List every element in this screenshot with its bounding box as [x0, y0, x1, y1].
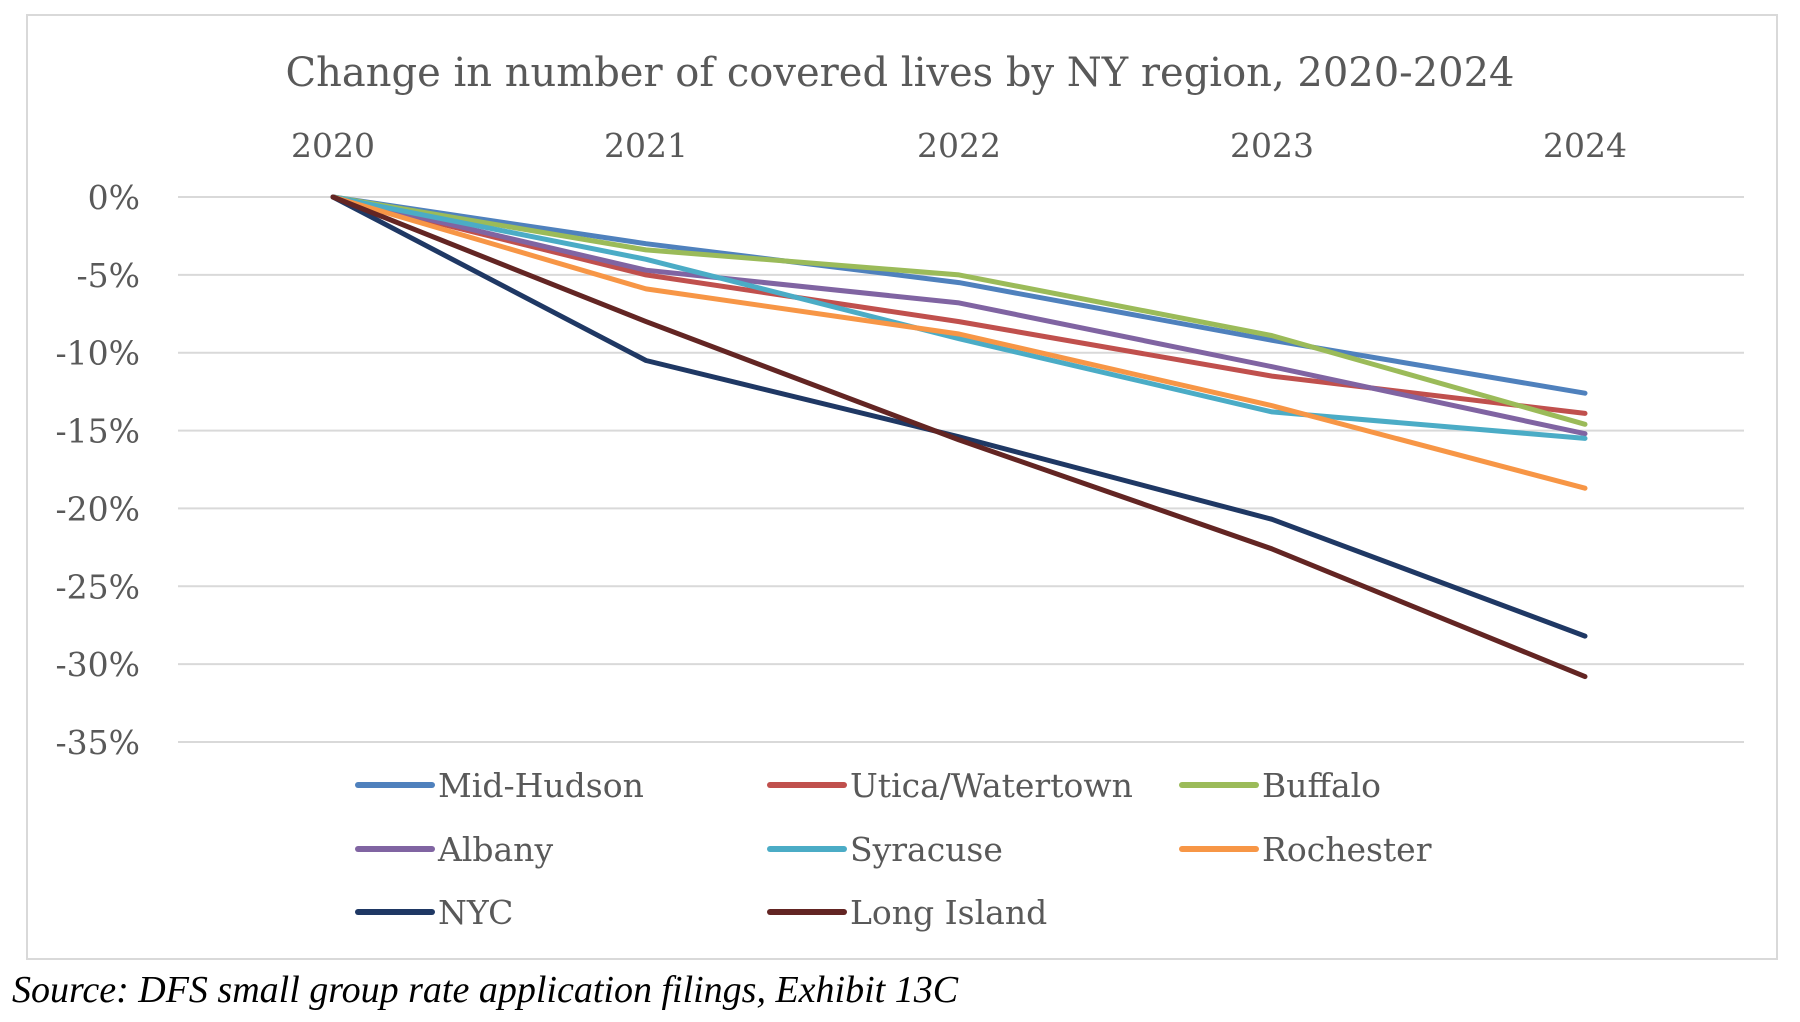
x-tick-label: 2024 [1543, 126, 1627, 165]
legend: Mid-Hudson Utica/Watertown Buffalo Albany Sy… [355, 766, 1432, 932]
legend-label-mid-hudson: Mid-Hudson [438, 766, 644, 805]
legend-label-syracuse: Syracuse [850, 830, 1003, 869]
y-tick-label: -5% [76, 256, 140, 295]
x-axis-ticks: 2020 2021 2022 2023 2024 [291, 126, 1627, 165]
chart-frame [26, 14, 1778, 960]
y-tick-label: -30% [56, 645, 141, 684]
legend-label-utica-watertown: Utica/Watertown [850, 766, 1133, 805]
y-tick-label: -10% [56, 334, 141, 373]
legend-label-albany: Albany [437, 830, 553, 869]
y-tick-label: -20% [56, 489, 141, 528]
legend-label-long-island: Long Island [850, 893, 1047, 932]
series-line-nyc [330, 194, 1588, 639]
series-line-syracuse [330, 194, 1588, 441]
x-tick-label: 2020 [291, 126, 375, 165]
legend-label-buffalo: Buffalo [1262, 766, 1381, 805]
line-chart: Change in number of covered lives by NY … [56, 50, 1744, 932]
y-tick-label: -15% [56, 412, 141, 451]
legend-label-nyc: NYC [438, 893, 513, 932]
y-tick-label: 0% [88, 178, 140, 217]
series-line-rochester [330, 194, 1588, 491]
series-lines [330, 194, 1588, 680]
legend-label-rochester: Rochester [1262, 830, 1432, 869]
x-tick-label: 2022 [917, 126, 1001, 165]
x-tick-label: 2021 [604, 126, 688, 165]
y-axis-ticks: 0% -5% -10% -15% -20% -25% -30% -35% [56, 178, 141, 762]
chart-title: Change in number of covered lives by NY … [286, 50, 1515, 96]
series-line-long-island [330, 194, 1588, 680]
y-tick-label: -35% [56, 723, 141, 762]
grid-lines [178, 196, 1744, 743]
source-note: Source: DFS small group rate application… [12, 969, 959, 1011]
series-line-mid-hudson [330, 194, 1588, 396]
y-tick-label: -25% [56, 567, 141, 606]
series-line-albany [330, 194, 1588, 437]
x-tick-label: 2023 [1230, 126, 1314, 165]
series-line-buffalo [330, 194, 1588, 427]
